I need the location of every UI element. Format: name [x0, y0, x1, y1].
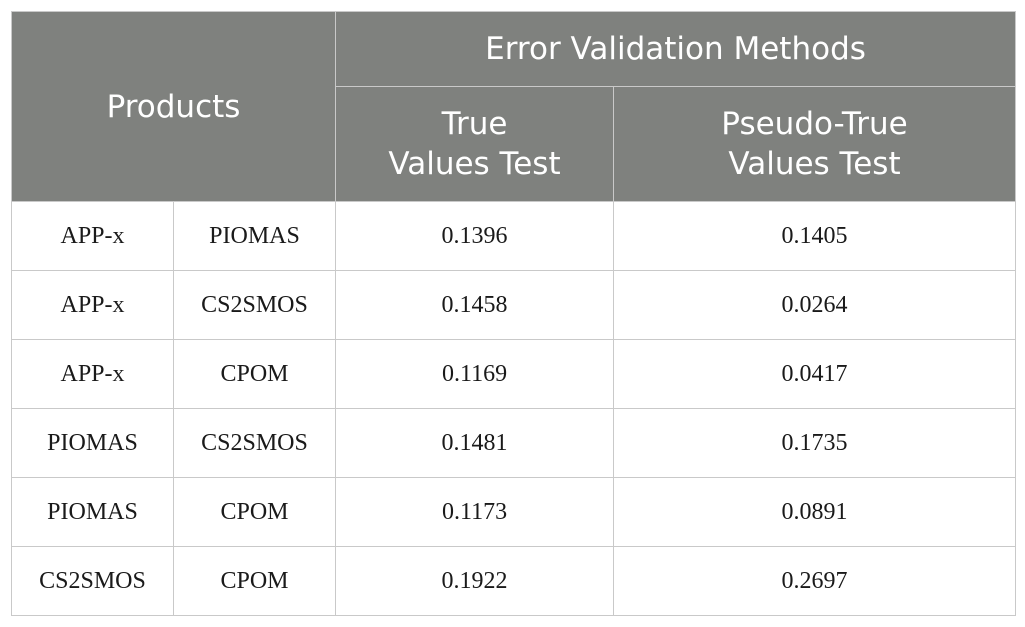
product-b-cell: CPOM	[172, 339, 337, 409]
product-b-cell: CS2SMOS	[172, 270, 337, 340]
table-container: Products Error Validation Methods True V…	[10, 11, 1017, 616]
pseudo-true-values-cell: 0.1735	[613, 408, 1017, 478]
true-values-cell: 0.1169	[335, 339, 615, 409]
product-a-cell: APP-x	[11, 201, 174, 271]
true-values-cell: 0.1922	[335, 546, 615, 616]
pseudo-true-values-test-header: Pseudo-True Values Test	[613, 86, 1017, 202]
product-a-cell: APP-x	[11, 339, 174, 409]
pseudo-true-values-cell: 0.1405	[613, 201, 1017, 271]
error-validation-methods-header: Error Validation Methods	[335, 11, 1017, 87]
table-row: CS2SMOS CPOM 0.1922 0.2697	[11, 546, 1017, 616]
pseudo-true-values-cell: 0.0891	[613, 477, 1017, 547]
pseudo-true-values-test-label: Pseudo-True Values Test	[721, 106, 908, 182]
product-a-cell: PIOMAS	[11, 408, 174, 478]
table-row: APP-x CS2SMOS 0.1458 0.0264	[11, 270, 1017, 340]
table-body: APP-x PIOMAS 0.1396 0.1405 APP-x CS2SMOS…	[11, 201, 1017, 616]
true-values-cell: 0.1396	[335, 201, 615, 271]
pseudo-true-values-cell: 0.0417	[613, 339, 1017, 409]
products-header: Products	[10, 11, 337, 202]
true-values-test-label: True Values Test	[388, 106, 561, 182]
table-row: APP-x PIOMAS 0.1396 0.1405	[11, 201, 1017, 271]
product-a-cell: CS2SMOS	[11, 546, 174, 616]
pseudo-true-values-cell: 0.0264	[613, 270, 1017, 340]
product-a-cell: APP-x	[11, 270, 174, 340]
true-values-cell: 0.1458	[335, 270, 615, 340]
product-b-cell: CPOM	[172, 546, 337, 616]
product-b-cell: CS2SMOS	[172, 408, 337, 478]
pseudo-true-values-cell: 0.2697	[613, 546, 1017, 616]
product-a-cell: PIOMAS	[11, 477, 174, 547]
table-row: PIOMAS CS2SMOS 0.1481 0.1735	[11, 408, 1017, 478]
true-values-cell: 0.1173	[335, 477, 615, 547]
table-row: PIOMAS CPOM 0.1173 0.0891	[11, 477, 1017, 547]
product-b-cell: PIOMAS	[172, 201, 337, 271]
table-row: APP-x CPOM 0.1169 0.0417	[11, 339, 1017, 409]
error-validation-table: Products Error Validation Methods True V…	[10, 11, 1017, 616]
product-b-cell: CPOM	[172, 477, 337, 547]
true-values-test-header: True Values Test	[335, 86, 615, 202]
true-values-cell: 0.1481	[335, 408, 615, 478]
table-header: Products Error Validation Methods True V…	[10, 11, 1017, 202]
